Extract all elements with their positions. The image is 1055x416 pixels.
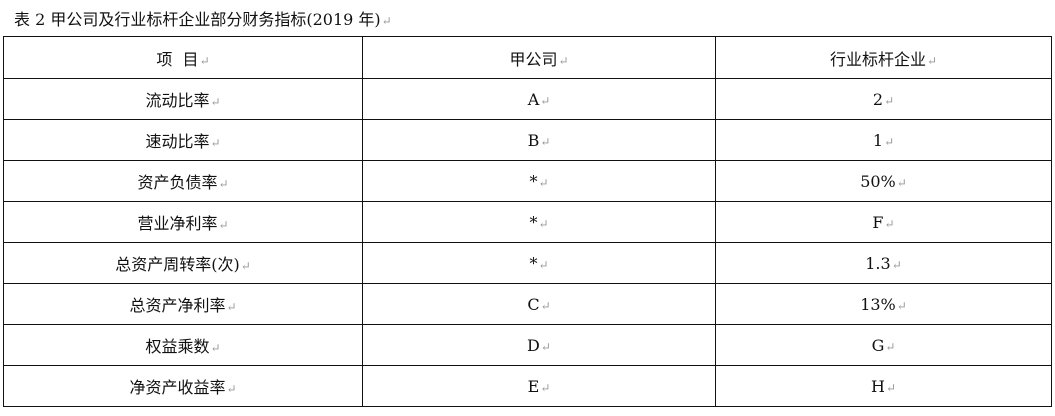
cell-text: A bbox=[528, 90, 551, 109]
header-benchmark: 行业标杆企业 bbox=[715, 36, 1052, 79]
header-company: 甲公司 bbox=[362, 36, 716, 79]
financial-indicators-table: 项 目 甲公司 行业标杆企业 流动比率 A 2 速动比率 B 1 资产负债率 * 50% 营业净利… bbox=[3, 36, 1052, 407]
cell-text: 流动比率 bbox=[145, 91, 220, 110]
table-cell: F bbox=[715, 201, 1052, 243]
cell-text: 净资产收益率 bbox=[129, 378, 236, 397]
cell-text: * bbox=[529, 254, 548, 273]
cell-text: B bbox=[528, 131, 551, 150]
cell-text: H bbox=[871, 377, 896, 396]
table-cell: 1 bbox=[715, 119, 1052, 161]
table-cell: 营业净利率 bbox=[3, 201, 363, 243]
cell-text: * bbox=[529, 172, 548, 191]
cell-text: 13% bbox=[860, 295, 907, 314]
table-row: 速动比率 B 1 bbox=[3, 119, 1052, 161]
cell-text: * bbox=[529, 213, 548, 232]
cell-text: 营业净利率 bbox=[137, 214, 228, 233]
table-cell: 权益乘数 bbox=[3, 324, 363, 366]
table-cell: 总资产净利率 bbox=[3, 283, 363, 325]
table-cell: 资产负债率 bbox=[3, 160, 363, 202]
table-row: 总资产周转率(次) * 1.3 bbox=[3, 242, 1052, 284]
table-cell: A bbox=[362, 78, 716, 120]
table-row: 流动比率 A 2 bbox=[3, 78, 1052, 120]
table-cell: C bbox=[362, 283, 716, 325]
cell-text: 权益乘数 bbox=[145, 337, 220, 356]
table-caption: 表 2 甲公司及行业标杆企业部分财务指标(2019 年) bbox=[14, 6, 392, 30]
table-cell: H bbox=[715, 365, 1052, 407]
cell-text: D bbox=[527, 336, 551, 355]
table-cell: B bbox=[362, 119, 716, 161]
cell-text: C bbox=[527, 295, 550, 314]
table-cell: 13% bbox=[715, 283, 1052, 325]
table-cell: 2 bbox=[715, 78, 1052, 120]
table-cell: 净资产收益率 bbox=[3, 365, 363, 407]
table-cell: * bbox=[362, 242, 716, 284]
table-row: 营业净利率 * F bbox=[3, 201, 1052, 243]
table-cell: 总资产周转率(次) bbox=[3, 242, 363, 284]
cell-text: 总资产周转率(次) bbox=[115, 255, 251, 274]
cell-text: 总资产净利率 bbox=[129, 296, 236, 315]
table-cell: * bbox=[362, 201, 716, 243]
table-cell: 速动比率 bbox=[3, 119, 363, 161]
cell-text: 1 bbox=[873, 131, 894, 150]
table-cell: * bbox=[362, 160, 716, 202]
cell-text: F bbox=[872, 213, 894, 232]
table-row: 权益乘数 D G bbox=[3, 324, 1052, 366]
cell-text: 速动比率 bbox=[145, 132, 220, 151]
cell-text: 资产负债率 bbox=[137, 173, 228, 192]
cell-text: E bbox=[528, 377, 551, 396]
table-row: 总资产净利率 C 13% bbox=[3, 283, 1052, 325]
cell-text: 1.3 bbox=[865, 254, 902, 273]
cell-text: 50% bbox=[860, 172, 907, 191]
table-cell: G bbox=[715, 324, 1052, 366]
header-item: 项 目 bbox=[3, 36, 363, 79]
table-cell: E bbox=[362, 365, 716, 407]
table-cell: 流动比率 bbox=[3, 78, 363, 120]
table-row: 资产负债率 * 50% bbox=[3, 160, 1052, 202]
cell-text: G bbox=[872, 336, 896, 355]
table-cell: 1.3 bbox=[715, 242, 1052, 284]
table-cell: 50% bbox=[715, 160, 1052, 202]
cell-text: 2 bbox=[873, 90, 894, 109]
table-cell: D bbox=[362, 324, 716, 366]
table-row: 净资产收益率 E H bbox=[3, 365, 1052, 407]
table-header-row: 项 目 甲公司 行业标杆企业 bbox=[3, 36, 1052, 79]
